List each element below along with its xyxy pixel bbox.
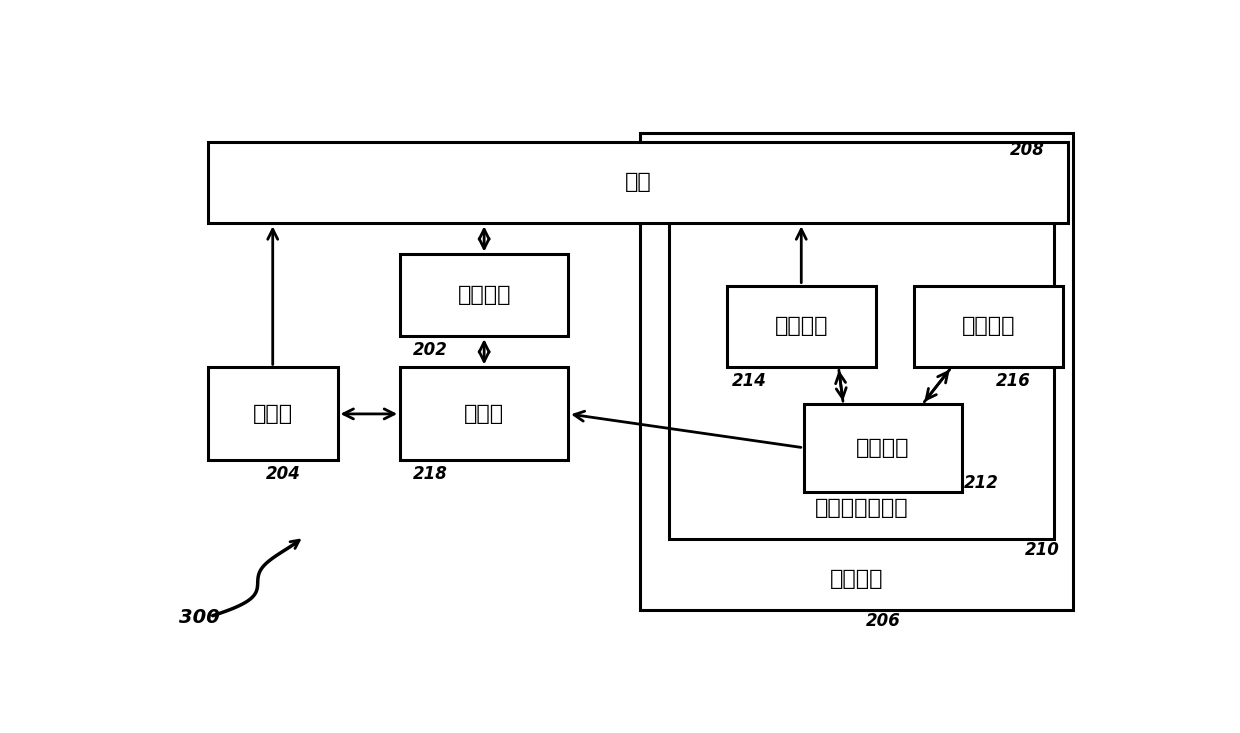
Text: 电池循环测试仪: 电池循环测试仪 xyxy=(815,498,908,518)
Text: 切换板: 切换板 xyxy=(464,404,505,424)
Bar xyxy=(804,404,962,492)
Text: 充电器: 充电器 xyxy=(253,404,293,424)
Text: 212: 212 xyxy=(965,474,999,492)
Text: 206: 206 xyxy=(866,612,901,630)
Bar xyxy=(914,286,1063,367)
Text: 放电单元: 放电单元 xyxy=(830,569,883,589)
Text: 控制模块: 控制模块 xyxy=(856,438,910,458)
Text: 控制单元: 控制单元 xyxy=(458,285,511,306)
Text: 放电模块: 放电模块 xyxy=(775,317,828,336)
Text: 电池: 电池 xyxy=(625,172,651,193)
Bar xyxy=(208,367,337,460)
Bar xyxy=(670,190,1054,539)
Text: 充电模块: 充电模块 xyxy=(962,317,1016,336)
Bar xyxy=(640,133,1073,610)
Text: 210: 210 xyxy=(1024,541,1059,559)
Bar xyxy=(208,141,1068,224)
Text: 208: 208 xyxy=(1011,141,1045,158)
Text: 202: 202 xyxy=(413,341,448,359)
Text: 218: 218 xyxy=(413,465,448,483)
Text: 214: 214 xyxy=(732,372,766,390)
Text: 300: 300 xyxy=(179,608,219,627)
Text: 204: 204 xyxy=(265,465,300,483)
Bar xyxy=(401,254,568,336)
Bar xyxy=(727,286,875,367)
Bar xyxy=(401,367,568,460)
Text: 216: 216 xyxy=(996,372,1030,390)
